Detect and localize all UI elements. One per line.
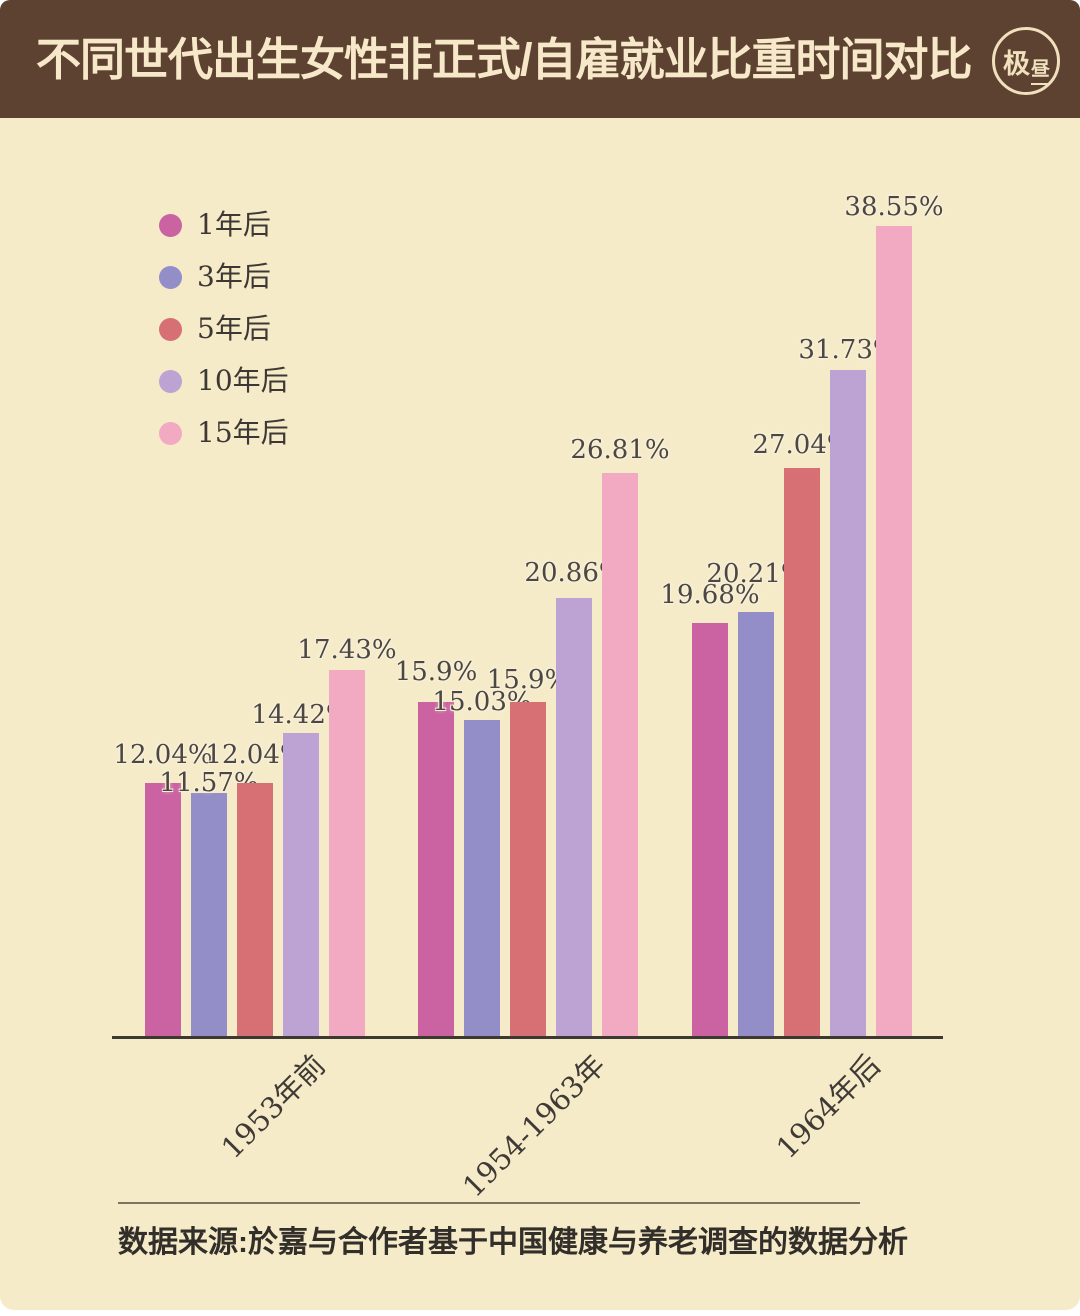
legend-dot-icon [159, 213, 182, 237]
legend-item-15年后: 15年后 [159, 407, 289, 459]
bar-15年后-1964年后 [876, 226, 912, 1036]
legend-item-10年后: 10年后 [159, 355, 289, 407]
legend-item-5年后: 5年后 [159, 303, 289, 355]
legend-dot-icon [159, 317, 182, 341]
bar-value-label: 15.9% [486, 665, 570, 695]
page-title: 不同世代出生女性非正式/自雇就业比重时间对比 [36, 33, 973, 85]
logo-char-left: 极 [1003, 49, 1030, 79]
jizhou-logo-icon: 极 昼 [992, 27, 1060, 95]
bar-value-label: 15.9% [394, 657, 478, 687]
bar-value-label: 26.81% [570, 435, 670, 465]
x-tick-label: 1954-1963年 [456, 1047, 612, 1204]
legend-item-1年后: 1年后 [159, 199, 289, 251]
x-tick-label: 1953年前 [214, 1047, 332, 1166]
bar-1年后-1954-1963年 [418, 702, 454, 1036]
logo-char-right: 昼 [1030, 54, 1050, 85]
legend-label: 5年后 [197, 312, 271, 345]
legend-label: 3年后 [197, 260, 271, 293]
legend-item-3年后: 3年后 [159, 251, 289, 303]
x-axis-line [112, 1036, 943, 1039]
legend-dot-icon [159, 369, 182, 393]
legend-label: 1年后 [197, 208, 271, 241]
bar-value-label: 12.04% [113, 740, 213, 770]
bar-5年后-1953年前 [237, 783, 273, 1036]
bar-5年后-1964年后 [784, 468, 820, 1036]
x-tick-label: 1964年后 [769, 1047, 887, 1166]
bar-5年后-1954-1963年 [510, 702, 546, 1036]
bar-1年后-1964年后 [692, 623, 728, 1036]
bar-3年后-1953年前 [191, 793, 227, 1036]
legend-dot-icon [159, 421, 182, 445]
bar-1年后-1953年前 [145, 783, 181, 1036]
footer-divider [118, 1202, 860, 1204]
bar-15年后-1953年前 [329, 670, 365, 1036]
bar-15年后-1954-1963年 [602, 473, 638, 1036]
bar-10年后-1953年前 [283, 733, 319, 1036]
legend-label: 15年后 [197, 416, 289, 449]
bar-3年后-1964年后 [738, 612, 774, 1036]
bar-3年后-1954-1963年 [464, 720, 500, 1036]
header: 不同世代出生女性非正式/自雇就业比重时间对比 极 昼 [0, 0, 1080, 118]
source-note: 数据来源:於嘉与合作者基于中国健康与养老调查的数据分析 [118, 1226, 908, 1259]
bar-value-label: 17.43% [297, 635, 397, 665]
legend: 1年后 3年后 5年后 10年后 15年后 [159, 199, 289, 459]
bar-10年后-1964年后 [830, 370, 866, 1036]
legend-label: 10年后 [197, 364, 289, 397]
legend-dot-icon [159, 265, 182, 289]
bar-10年后-1954-1963年 [556, 598, 592, 1036]
bar-value-label: 38.55% [844, 192, 944, 222]
bar-value-label: 19.68% [660, 580, 760, 610]
